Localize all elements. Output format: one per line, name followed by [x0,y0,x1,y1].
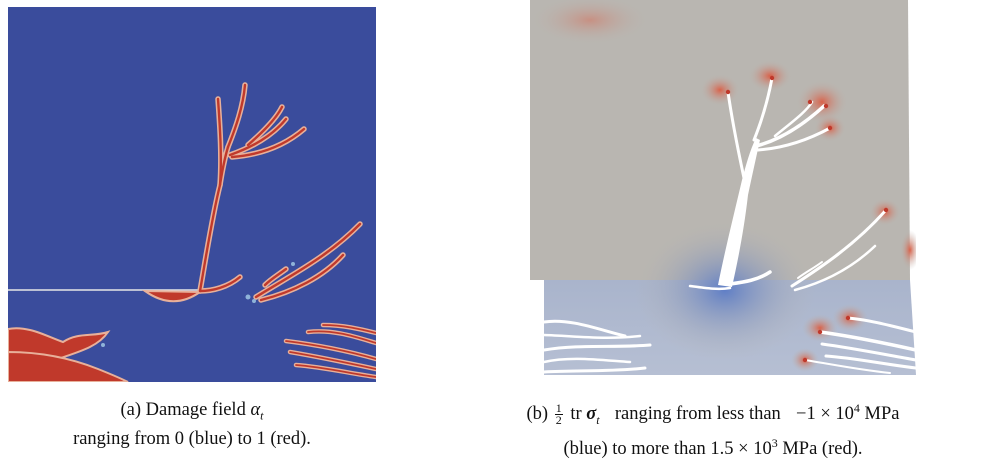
caption-b-label: (b) [526,404,549,425]
caption-a: (a) Damage field αt ranging from 0 (blue… [8,399,376,451]
caption-a-text: Damage field [145,400,246,420]
caption-b-fraction-num: 1 [554,401,563,416]
caption-b-line2-start: (blue) to more than [563,439,706,459]
caption-b-low-exponent: 4 [853,401,860,415]
caption-a-label: (a) [120,400,142,420]
caption-a-line2: ranging from 0 (blue) to 1 (red). [73,428,311,449]
caption-b-symbol: σ [586,404,597,425]
caption-b-unit: MPa [864,404,900,425]
caption-b-fraction: 1 2 [554,401,563,428]
caption-b-line1: (b) 1 2 tr σt ranging from less than −1 … [440,397,986,432]
caption-b-high-exponent: 3 [771,435,778,450]
caption-b-text: ranging from less than [614,404,781,425]
caption-b-line2: (blue) to more than 1.5 × 103 MPa (red). [440,432,986,461]
caption-b-subscript: t [596,412,600,427]
caption-b-fraction-den: 2 [555,413,562,428]
stress-field-image [530,0,916,375]
caption-b-low-value: −1 × 10 [796,404,854,425]
caption-b: (b) 1 2 tr σt ranging from less than −1 … [440,397,986,461]
caption-b-operator: tr [570,404,582,425]
damage-field-image [8,7,376,382]
caption-b-line2-end: MPa (red). [782,439,863,459]
caption-b-high-value: 1.5 × 10 [710,439,772,459]
caption-a-symbol: α [250,400,261,420]
caption-a-line1: (a) Damage field αt [8,399,376,428]
caption-a-subscript: t [260,408,264,423]
